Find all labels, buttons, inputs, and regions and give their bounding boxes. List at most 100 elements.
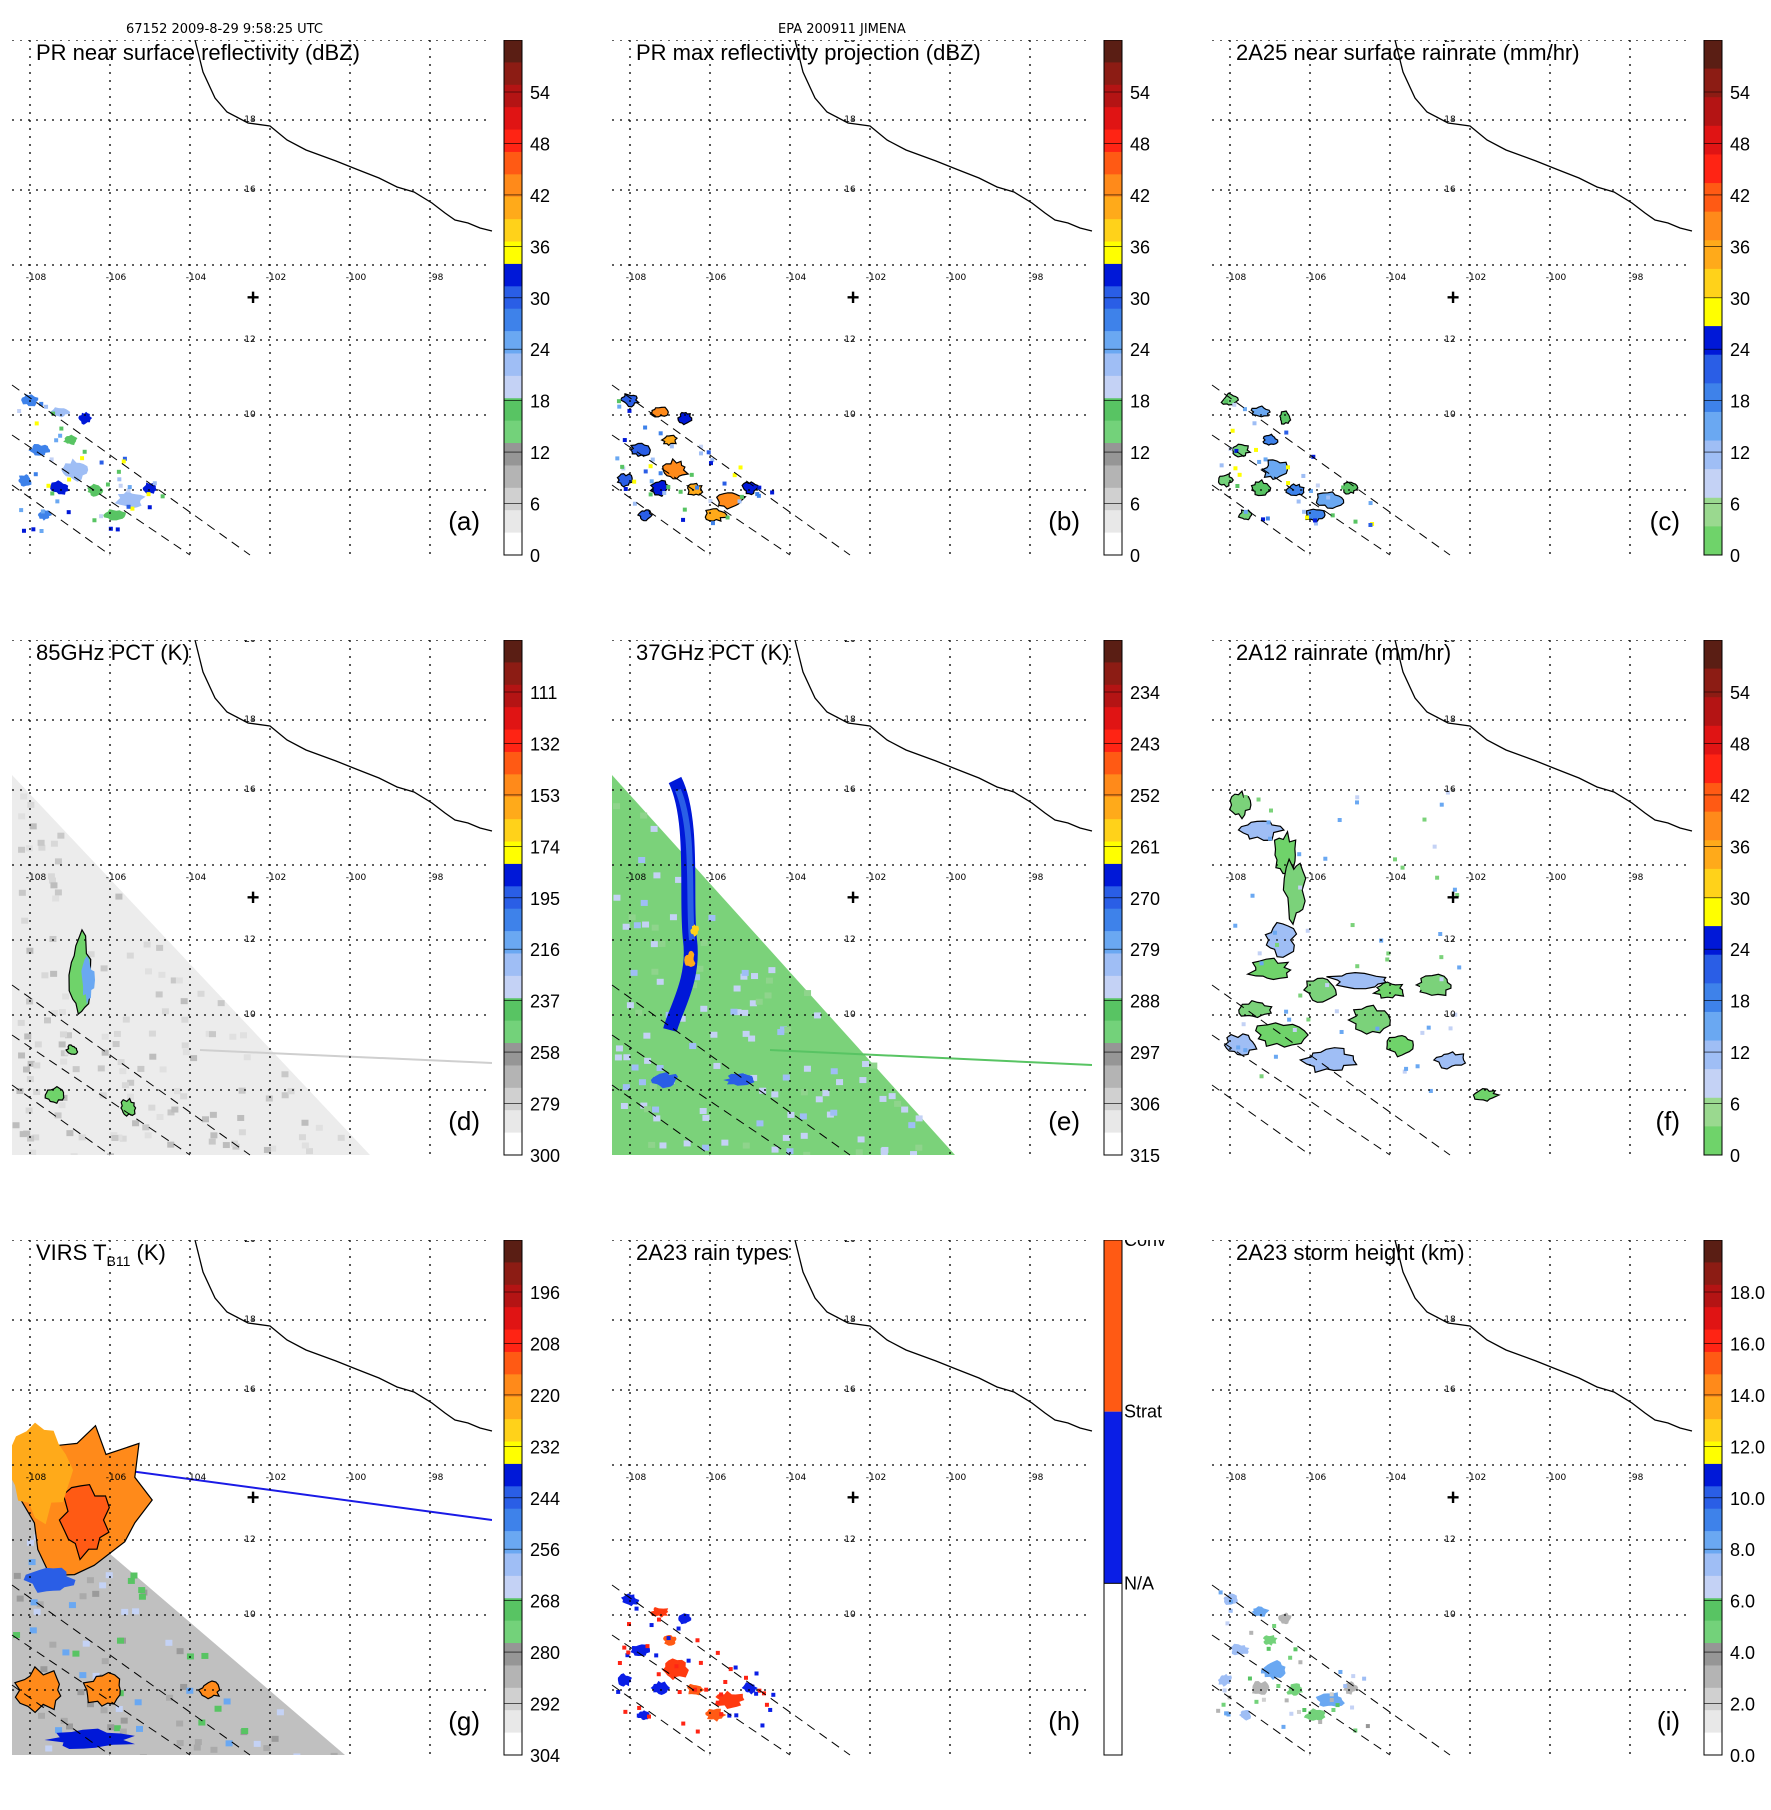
colorbar-tick-label: 18 (1130, 392, 1150, 412)
pixel (117, 477, 122, 482)
pixel (58, 433, 63, 438)
lon-tick-label: -100 (946, 1473, 967, 1483)
rain-cell (662, 457, 690, 480)
pixel (30, 1599, 38, 1606)
pixel (637, 1714, 642, 1719)
pixel (650, 941, 658, 948)
pixel (678, 489, 683, 494)
colorbar-tick-label: 111 (530, 683, 557, 703)
pixel (1265, 516, 1270, 521)
colorbar-tick-label: 0.0 (1730, 1746, 1755, 1766)
pixel (915, 1144, 923, 1151)
pixel (1257, 951, 1262, 956)
pixel (1439, 802, 1444, 807)
lon-tick-label: -102 (866, 1473, 886, 1483)
lon-tick-label: -108 (626, 273, 647, 283)
rain-cell (28, 444, 51, 456)
pixel (1402, 1069, 1407, 1074)
lat-tick-label: 10 (844, 1610, 856, 1620)
lat-tick-label: 18 (244, 115, 256, 125)
lon-tick-label: -100 (1546, 873, 1567, 883)
pixel (803, 1065, 811, 1072)
pixel (1247, 1676, 1252, 1681)
pixel (1296, 499, 1301, 504)
rain-cell (114, 490, 146, 509)
pixel (121, 459, 126, 464)
colorbar-tick-label: 306 (1130, 1095, 1160, 1115)
pixel (59, 1031, 67, 1038)
pixel (1287, 1017, 1292, 1022)
lon-tick-label: -104 (1386, 273, 1407, 283)
lat-tick-label: 16 (844, 185, 856, 195)
pixel (700, 940, 708, 947)
pixel (67, 477, 72, 482)
pixel (1426, 1025, 1431, 1030)
pixel (27, 801, 35, 808)
colorbar-tick-label: 279 (1130, 940, 1160, 960)
pixel (699, 1108, 707, 1115)
pixel (733, 985, 741, 992)
pixel (615, 456, 620, 461)
pixel (49, 457, 54, 462)
pixel (708, 915, 716, 922)
pixel (24, 1033, 32, 1040)
panel-title: PR near surface reflectivity (dBZ) (36, 40, 360, 65)
pixel (20, 793, 28, 800)
panel-label: (a) (448, 506, 480, 536)
pixel (51, 1010, 59, 1017)
rain-cell (723, 1073, 755, 1086)
colorbar-tick-label: 280 (530, 1643, 560, 1663)
pixel (1272, 1623, 1277, 1628)
graticule (612, 39, 1092, 555)
colorbar-tick-label: 6 (1130, 495, 1140, 515)
pixel (186, 1687, 194, 1694)
pixel (66, 510, 71, 515)
pixel (1268, 808, 1273, 813)
pixel (706, 450, 711, 455)
pixel (99, 460, 104, 465)
pixel (1420, 1030, 1425, 1035)
pixel (156, 944, 164, 951)
rain-cell (1223, 1593, 1238, 1605)
pixel (1243, 794, 1248, 799)
colorbar-tick-label: 6 (1730, 495, 1740, 515)
lon-tick-label: -108 (1226, 273, 1247, 283)
panel-title: 2A12 rainrate (mm/hr) (1236, 640, 1451, 665)
rain-cell (63, 434, 78, 446)
pixel (784, 1026, 792, 1033)
rain-cell (1278, 1612, 1292, 1625)
graticule (1212, 1239, 1692, 1755)
pixel (630, 969, 638, 976)
colorbar-tick-label: 6 (1730, 1095, 1740, 1115)
pixel (263, 1745, 271, 1752)
pixel (675, 876, 683, 883)
pixel (626, 1650, 631, 1655)
storm-center-marker: + (847, 1485, 860, 1510)
lon-tick-label: -98 (429, 873, 444, 883)
panel-g-plot: + -108 -106 -104 -102 -100 -98 20 18 16 12 10 VIRS T… (11, 1235, 560, 1766)
pixel (1266, 820, 1271, 825)
lat-tick-label: 12 (1444, 335, 1455, 345)
pixel (337, 1134, 345, 1141)
pixel (616, 399, 621, 404)
rain-cell (621, 1593, 640, 1607)
pixel (170, 977, 178, 984)
colorbar-tick-label: 12 (1730, 443, 1750, 463)
pixel (771, 1146, 779, 1153)
panel-label: (i) (1657, 1706, 1680, 1736)
pixel (155, 991, 163, 998)
pixel (52, 895, 60, 902)
rain-cell (1282, 857, 1307, 926)
pixel (645, 1644, 650, 1649)
pixel (209, 1111, 217, 1118)
colorbar-tick-label: 292 (530, 1695, 560, 1715)
data-layer (12, 1422, 492, 1755)
panel-b-plot: + -108 -106 -104 -102 -100 -98 20 18 16 12 10 PR max… (611, 35, 1150, 566)
rain-cell (1262, 433, 1279, 446)
pixel (786, 1148, 794, 1155)
pixel (181, 1016, 189, 1023)
pixel (787, 1111, 795, 1118)
colorbar-tick-label: 54 (530, 83, 550, 103)
pixel (202, 1116, 210, 1123)
pixel (627, 1622, 632, 1627)
